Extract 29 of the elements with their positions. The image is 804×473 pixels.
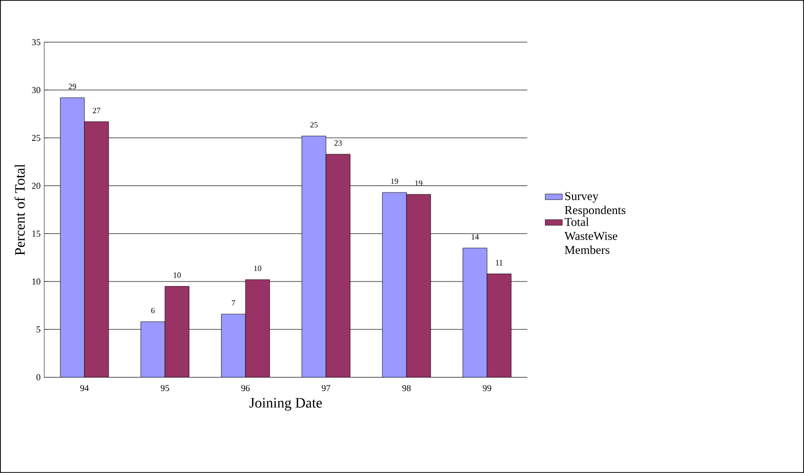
data-label: 23 xyxy=(334,140,342,146)
x-tick-label: 96 xyxy=(241,385,250,392)
data-label: 19 xyxy=(391,178,398,184)
data-label: 29 xyxy=(68,84,76,90)
data-label: 11 xyxy=(496,260,502,266)
data-label: 14 xyxy=(472,234,479,240)
y-axis-title: Percent of Total xyxy=(14,164,25,256)
data-label: 6 xyxy=(151,308,155,314)
y-tick-label: 0 xyxy=(36,374,40,380)
y-tick-label: 15 xyxy=(32,230,40,237)
data-label: 25 xyxy=(310,122,318,128)
x-axis-title: Joining Date xyxy=(249,398,322,411)
data-label: 10 xyxy=(254,266,262,272)
data-label: 27 xyxy=(92,108,100,114)
x-tick-label: 95 xyxy=(160,385,170,392)
data-label: 10 xyxy=(174,272,181,278)
y-tick-label: 10 xyxy=(32,278,40,285)
y-tick-label: 5 xyxy=(36,326,40,332)
data-label: 7 xyxy=(232,300,236,306)
x-tick-label: 99 xyxy=(482,385,492,392)
legend-label: Survey Respondents xyxy=(564,192,626,217)
y-tick-label: 25 xyxy=(32,134,40,142)
x-tick-label: 98 xyxy=(402,385,411,392)
y-tick-label: 30 xyxy=(32,87,40,94)
legend-label: Total WasteWise Members xyxy=(564,218,618,254)
x-tick-label: 94 xyxy=(80,385,89,392)
y-tick-label: 35 xyxy=(32,39,40,46)
x-tick-label: 97 xyxy=(322,385,330,392)
y-tick-label: 20 xyxy=(32,182,40,189)
